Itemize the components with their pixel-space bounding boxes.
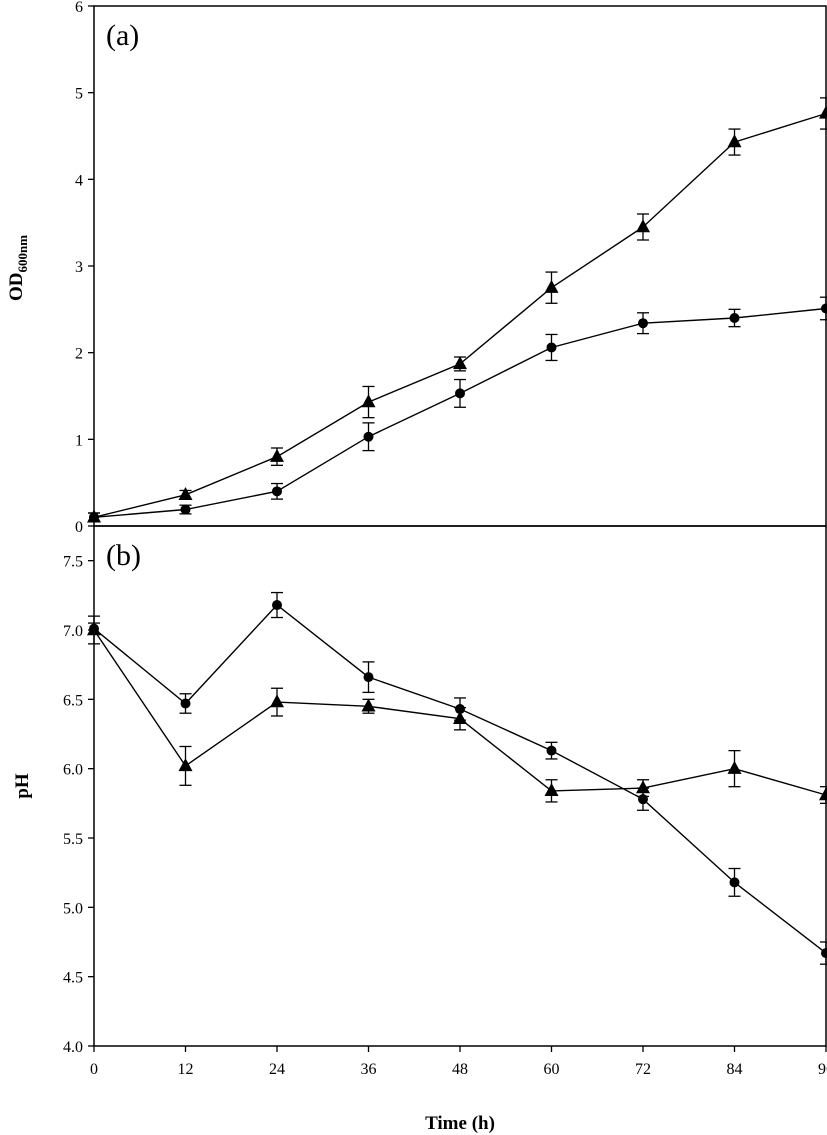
data-point-triangle — [361, 394, 376, 408]
panel-b-series — [87, 591, 827, 965]
data-point-circle — [89, 623, 99, 634]
x-tick-label: 60 — [544, 1061, 560, 1078]
panel-a-y-axis-title-main: OD — [6, 273, 27, 302]
panel-b-y-axis-title: pH — [12, 773, 33, 799]
y-tick-label: 4.5 — [63, 970, 83, 987]
data-point-circle — [272, 600, 282, 611]
data-point-circle — [821, 303, 827, 314]
data-point-circle — [89, 512, 99, 523]
y-tick-label: 0 — [75, 519, 83, 536]
panel-a-label: (a) — [106, 19, 139, 52]
x-axis-title: Time (h) — [425, 1113, 495, 1134]
data-point-triangle — [636, 219, 650, 233]
data-point-triangle — [270, 694, 284, 708]
panel-b-x-ticks: 0 12 24 36 48 60 72 84 96 — [90, 1046, 827, 1078]
panel-a-plot-frame — [93, 5, 827, 527]
series-circle-line — [93, 307, 827, 518]
x-tick-label: 72 — [635, 1061, 651, 1078]
panel-a-y-ticks: 0 1 2 3 4 5 6 — [75, 0, 94, 536]
data-point-circle — [821, 948, 827, 959]
data-point-triangle — [636, 780, 650, 794]
y-tick-label: 5.5 — [63, 831, 83, 848]
data-point-circle — [546, 342, 557, 353]
x-tick-label: 12 — [178, 1061, 194, 1078]
data-point-triangle — [727, 134, 742, 148]
y-tick-label: 6.5 — [63, 692, 83, 709]
data-point-circle — [729, 313, 740, 323]
panel-b-ph: 4.0 4.5 5.0 5.5 6.0 6.5 7.0 7.5 0 12 24 36 48 60 72 84… — [12, 525, 827, 1134]
data-point-circle — [363, 431, 374, 442]
data-point-triangle — [727, 760, 742, 774]
data-point-triangle — [819, 105, 827, 119]
series-triangle-line — [93, 112, 827, 518]
x-tick-label: 36 — [361, 1061, 377, 1078]
y-tick-label: 7.0 — [63, 623, 83, 640]
y-tick-label: 7.5 — [63, 554, 83, 571]
y-tick-label: 4 — [75, 172, 83, 189]
panel-a-y-axis-title: OD600nm — [6, 235, 30, 301]
data-point-triangle — [361, 698, 376, 712]
x-tick-label: 0 — [90, 1061, 98, 1078]
data-point-triangle — [544, 279, 559, 293]
y-tick-label: 5.0 — [63, 900, 83, 917]
y-tick-label: 6 — [75, 0, 83, 16]
y-tick-label: 2 — [75, 346, 83, 363]
y-tick-label: 3 — [75, 259, 83, 276]
data-point-triangle — [453, 356, 467, 370]
y-tick-label: 5 — [75, 86, 83, 103]
data-point-circle — [272, 486, 282, 497]
panel-b-plot-frame — [93, 525, 827, 1047]
panel-b-y-ticks: 4.0 4.5 5.0 5.5 6.0 6.5 7.0 7.5 — [63, 554, 94, 1056]
data-point-triangle — [178, 758, 193, 772]
panel-a-y-axis-title-subscript: 600nm — [15, 235, 30, 273]
y-tick-label: 6.0 — [63, 762, 83, 779]
data-point-circle — [363, 672, 374, 683]
data-point-circle — [729, 877, 740, 888]
data-point-circle — [546, 745, 557, 756]
panel-a-od: 0 1 2 3 4 5 6 (a) OD600nm — [6, 0, 827, 536]
panel-a-series — [87, 97, 827, 523]
y-tick-label: 1 — [75, 432, 83, 449]
data-point-triangle — [544, 783, 559, 797]
data-point-circle — [180, 698, 191, 709]
data-point-triangle — [270, 448, 284, 462]
panel-b-label: (b) — [106, 539, 141, 572]
data-point-circle — [638, 318, 648, 329]
series-circle-line — [93, 604, 827, 954]
data-point-triangle — [819, 787, 827, 801]
x-tick-label: 84 — [727, 1061, 743, 1078]
data-point-circle — [455, 704, 465, 715]
data-point-circle — [180, 504, 191, 515]
data-point-circle — [638, 794, 648, 805]
x-tick-label: 96 — [818, 1061, 827, 1078]
x-tick-label: 48 — [452, 1061, 468, 1078]
data-point-triangle — [178, 487, 193, 500]
x-tick-label: 24 — [269, 1061, 285, 1078]
y-tick-label: 4.0 — [63, 1039, 83, 1056]
data-point-circle — [455, 388, 465, 399]
